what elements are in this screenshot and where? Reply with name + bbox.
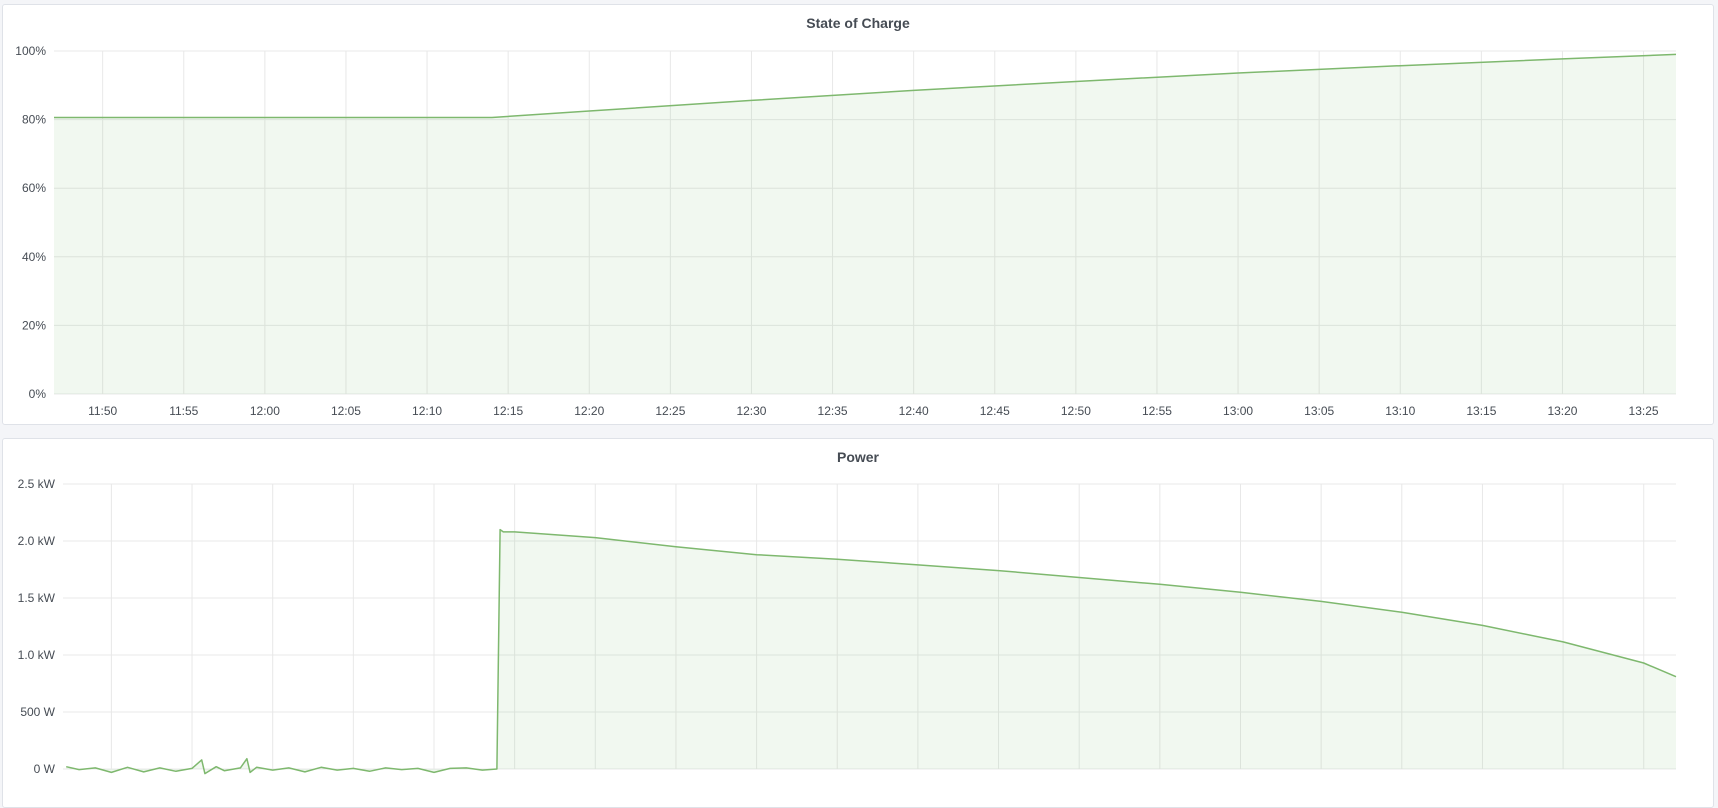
y-tick-label: 1.5 kW <box>18 591 56 605</box>
y-tick-label: 80% <box>22 113 46 127</box>
series-line <box>54 53 1677 119</box>
x-tick-label: 12:25 <box>655 404 685 418</box>
x-tick-label: 12:40 <box>899 404 929 418</box>
y-tick-label: 20% <box>22 318 46 332</box>
y-tick-label: 100% <box>15 44 46 58</box>
x-tick-label: 13:25 <box>1629 404 1659 418</box>
panel-title[interactable]: Power <box>836 449 879 465</box>
x-tick-label: 13:20 <box>1547 404 1577 418</box>
power-chart: 0 W 500 W 1.0 kW 1.5 kW 2.0 kW 2.5 kW <box>18 477 1677 776</box>
y-tick-label: 2.0 kW <box>18 534 56 548</box>
series-area <box>54 54 1676 395</box>
x-tick-label: 11:50 <box>88 404 117 418</box>
x-tick-label: 12:05 <box>331 404 361 418</box>
x-tick-label: 13:05 <box>1304 404 1334 418</box>
x-tick-label: 12:50 <box>1061 404 1091 418</box>
y-tick-label: 0% <box>29 387 47 401</box>
y-tick-label: 2.5 kW <box>18 477 56 491</box>
y-tick-label: 1.0 kW <box>18 648 56 662</box>
power-panel: Power 0 W 500 W 1.0 kW 1.5 kW 2.0 kW 2.5 kW <box>2 438 1714 808</box>
series-line <box>66 528 1677 775</box>
x-tick-label: 12:15 <box>493 404 523 418</box>
y-tick-label: 40% <box>22 250 46 264</box>
x-tick-label: 11:55 <box>169 404 198 418</box>
x-tick-label: 12:00 <box>250 404 280 418</box>
x-tick-label: 13:00 <box>1223 404 1253 418</box>
x-tick-label: 12:30 <box>736 404 766 418</box>
series-area <box>66 529 1677 774</box>
state-of-charge-chart: 0% 20% 40% 60% 80% 100% 11:50 11:55 12:00 12:05 12… <box>15 44 1677 418</box>
x-tick-label: 12:35 <box>818 404 848 418</box>
panel-title[interactable]: State of Charge <box>806 15 910 31</box>
y-tick-label: 0 W <box>34 762 56 776</box>
y-tick-label: 60% <box>22 181 46 195</box>
x-tick-label: 12:10 <box>412 404 442 418</box>
y-tick-label: 500 W <box>20 705 55 719</box>
x-tick-label: 12:45 <box>980 404 1010 418</box>
state-of-charge-panel: State of Charge 0% 20% 40% 60% 80% 100% 11:50 1… <box>2 4 1714 425</box>
x-tick-label: 12:20 <box>574 404 604 418</box>
x-tick-label: 12:55 <box>1142 404 1172 418</box>
x-tick-label: 13:10 <box>1385 404 1415 418</box>
x-tick-label: 13:15 <box>1466 404 1496 418</box>
